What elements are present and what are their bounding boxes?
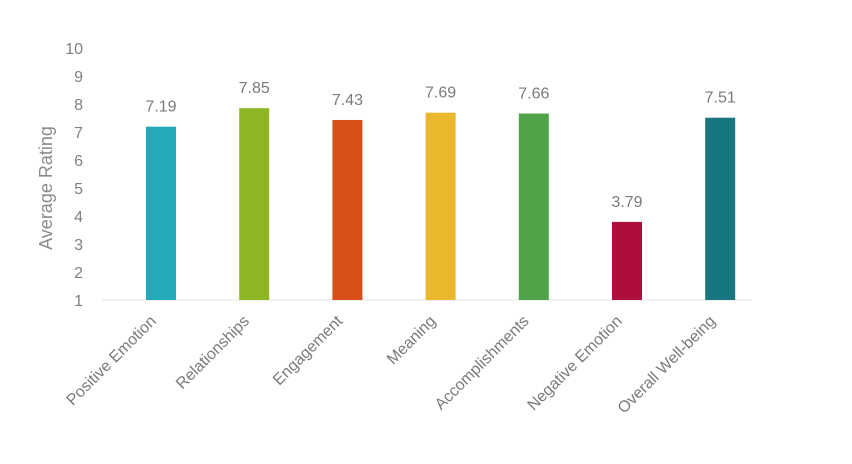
bar-value-label: 7.85 [239,80,270,97]
bar [332,119,363,301]
bars-group [146,108,736,301]
y-tick-label: 8 [74,97,83,114]
bar-value-label: 7.66 [518,86,549,103]
y-tick-label: 2 [74,265,83,282]
category-label: Engagement [270,312,347,389]
y-axis-ticks: 1 2 3 4 5 6 7 8 9 10 [65,41,83,310]
y-tick-label: 6 [74,153,83,170]
bar [705,117,736,300]
y-tick-label: 7 [74,125,83,142]
category-label: Positive Emotion [64,313,160,409]
bar-value-label: 3.79 [611,194,642,211]
category-label: Overall Well-being [615,313,719,417]
category-label: Meaning [384,313,439,368]
bar [518,113,549,301]
category-label: Relationships [173,313,253,393]
y-tick-label: 3 [74,237,83,254]
y-tick-label: 5 [74,181,83,198]
category-label: Negative Emotion [525,313,626,414]
y-tick-label: 1 [74,293,83,310]
category-labels-group: Positive Emotion Relationships Engagement M… [64,312,719,417]
y-tick-label: 9 [74,69,83,86]
y-tick-label: 10 [65,41,83,58]
bar [425,112,456,301]
y-axis-title: Average Rating [36,126,56,250]
y-tick-label: 4 [74,209,83,226]
bar-value-label: 7.51 [705,90,736,107]
bar [239,108,270,300]
value-labels-group: 7.19 7.85 7.43 7.69 7.66 3.79 7.51 [145,80,735,211]
bar-value-label: 7.69 [425,85,456,102]
bar [146,126,176,301]
bar-value-label: 7.19 [145,99,176,116]
bar [612,221,642,300]
bar-value-label: 7.43 [332,92,363,109]
category-label: Accomplishments [432,313,533,414]
